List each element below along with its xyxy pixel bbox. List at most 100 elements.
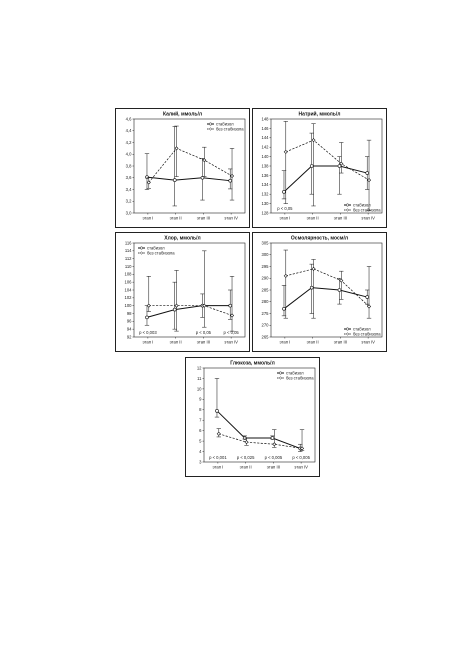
data-point	[311, 138, 316, 143]
y-tick-label: 142	[262, 145, 270, 150]
y-tick-label: 134	[262, 182, 270, 187]
x-tick-label: этап II	[240, 465, 252, 470]
chart-title: Осмолярность, мосм/л	[291, 236, 348, 242]
y-tick-label: 104	[125, 287, 133, 292]
y-tick-label: 305	[262, 240, 270, 245]
x-tick-label: этап IV	[361, 216, 375, 221]
legend-marker	[139, 251, 144, 255]
series-line-0	[283, 287, 368, 310]
chart-panel-chloride: Хлор, ммоль/л 92 94 96 98 100 102 104 106 108 110 1…	[115, 232, 250, 352]
y-tick-label: 148	[262, 116, 270, 121]
x-tick-label: этап II	[307, 340, 319, 345]
data-point	[270, 436, 275, 440]
y-tick-label: 280	[262, 299, 270, 304]
data-point	[283, 273, 288, 278]
series-line-1	[285, 139, 370, 181]
data-point	[216, 431, 221, 436]
legend-marker	[140, 246, 143, 250]
y-tick-label: 6	[199, 428, 202, 433]
data-point	[145, 315, 149, 320]
data-point	[339, 161, 344, 166]
legend-marker	[345, 332, 350, 336]
legend-label: стабизол	[353, 326, 371, 331]
y-tick-label: 4,6	[126, 116, 132, 121]
y-tick-label: 114	[125, 248, 132, 253]
y-tick-label: 300	[262, 252, 270, 257]
data-point	[337, 288, 342, 292]
chart-panel-potassium: Калий, ммоль/л 3,0 3,2 3,4 3,6 3,8 4,0 4,2 4,4 4,…	[115, 108, 250, 228]
data-point	[244, 440, 249, 445]
y-tick-label: 4,2	[126, 140, 132, 145]
x-tick-label: этап II	[307, 216, 319, 221]
chart-osmolarity: Осмолярность, мосм/л 265 270 275 280 285 290 29…	[262, 236, 383, 345]
legend-marker	[208, 127, 213, 131]
data-point	[365, 171, 370, 175]
y-tick-label: 146	[262, 126, 270, 131]
p-value-annotation: p < 0,025	[237, 455, 255, 460]
chart-title: Хлор, ммоль/л	[164, 236, 200, 242]
y-tick-label: 275	[262, 311, 270, 316]
y-tick-label: 100	[125, 303, 133, 308]
data-point	[365, 295, 370, 299]
y-tick-label: 132	[262, 192, 270, 197]
chart-chloride: Хлор, ммоль/л 92 94 96 98 100 102 104 106 108 110 1…	[125, 236, 246, 345]
legend-label: без стабизола	[147, 250, 175, 255]
data-point	[230, 173, 235, 179]
x-tick-label: этап II	[170, 216, 182, 221]
x-tick-label: этап III	[334, 340, 347, 345]
y-tick-label: 9	[199, 397, 202, 402]
chart-panel-glucose: Глюкоза, ммоль/л 3 4 5 6 7 8 9 10 11 12 этап I этап …	[185, 357, 320, 477]
legend-marker	[279, 371, 282, 375]
y-tick-label: 108	[125, 272, 133, 277]
data-point	[172, 307, 177, 312]
x-tick-label: этап IV	[294, 465, 308, 470]
chart-panel-sodium: Натрий, ммоль/л 128 130 132 134 136 138 140 142 1…	[252, 108, 387, 228]
y-tick-label: 98	[127, 311, 132, 316]
y-tick-label: 144	[262, 135, 270, 140]
y-tick-label: 11	[197, 376, 202, 381]
y-tick-label: 295	[262, 264, 270, 269]
legend-label: стабизол	[216, 121, 234, 126]
data-point	[146, 303, 151, 308]
data-point	[228, 178, 233, 183]
x-tick-label: этап I	[212, 465, 223, 470]
legend-marker	[278, 376, 283, 380]
y-tick-label: 112	[125, 256, 132, 261]
legend-marker	[345, 208, 350, 212]
plot-area	[203, 367, 316, 463]
legend-marker	[346, 327, 349, 331]
y-tick-label: 138	[262, 163, 270, 168]
x-tick-label: этап IV	[224, 340, 238, 345]
y-tick-label: 265	[262, 334, 270, 339]
data-point	[309, 285, 314, 290]
p-value-annotation: p < 0,05	[223, 330, 239, 335]
chart-potassium: Калий, ммоль/л 3,0 3,2 3,4 3,6 3,8 4,0 4,2 4,4 4,…	[126, 111, 246, 221]
series-line-0	[283, 165, 368, 193]
p-value-annotation: p < 0,001	[209, 455, 227, 460]
legend-label: стабизол	[286, 370, 304, 375]
x-tick-label: этап IV	[361, 340, 375, 345]
series-line-1	[218, 433, 303, 449]
chart-title: Натрий, ммоль/л	[299, 111, 341, 118]
data-point	[339, 278, 344, 283]
data-point	[145, 175, 149, 179]
y-tick-label: 3,4	[126, 187, 132, 192]
data-point	[337, 164, 342, 168]
legend-label: без стабизола	[353, 207, 381, 212]
y-tick-label: 102	[125, 295, 133, 300]
data-point	[283, 149, 288, 154]
data-point	[174, 146, 179, 151]
legend-marker	[346, 203, 349, 207]
y-tick-label: 116	[125, 240, 132, 245]
x-tick-label: этап I	[142, 340, 153, 345]
y-tick-label: 128	[262, 210, 270, 215]
x-tick-label: этап III	[267, 465, 280, 470]
p-value-annotation: p < 0,05	[277, 206, 293, 211]
y-tick-label: 270	[262, 323, 270, 328]
data-point	[215, 409, 219, 413]
y-tick-label: 285	[262, 287, 270, 292]
y-tick-label: 4,4	[126, 128, 132, 133]
plot-area	[133, 118, 246, 214]
p-value-annotation: p < 0,003	[139, 330, 157, 335]
x-tick-label: этап II	[170, 340, 182, 345]
